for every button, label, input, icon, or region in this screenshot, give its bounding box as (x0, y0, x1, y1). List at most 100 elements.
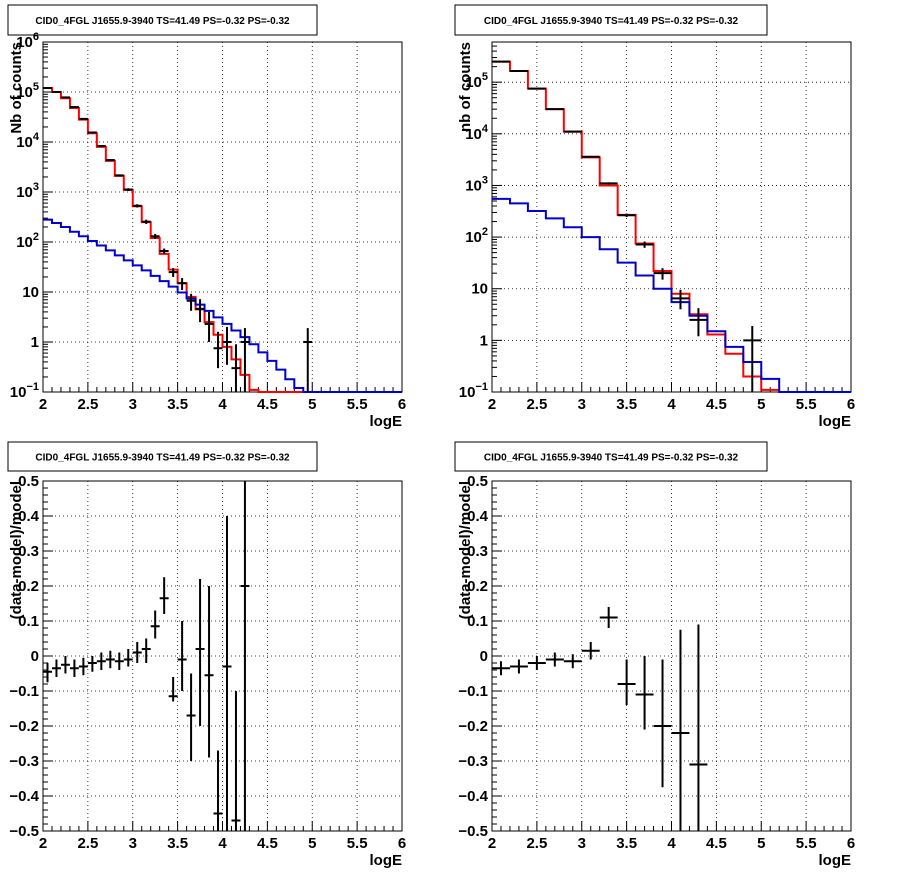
x-tick-label: 3 (578, 835, 586, 852)
y-tick-label: −0.3 (9, 753, 39, 770)
data-point (186, 293, 196, 311)
data-point (222, 516, 232, 831)
chart-panel-counts_left: CID0_4FGL J1655.9-3940 TS=41.49 PS=-0.32… (7, 4, 406, 430)
data-point (114, 174, 124, 177)
data-point (240, 481, 250, 831)
x-tick-label: 6 (847, 835, 855, 852)
data-point (168, 268, 178, 277)
data-point (492, 661, 510, 676)
y-axis-title: (data-model)/model (8, 481, 25, 619)
data-point (150, 233, 160, 239)
data-point (150, 610, 160, 639)
data-point (689, 308, 708, 337)
data-point (303, 328, 313, 392)
y-tick-label: −0.3 (458, 753, 488, 770)
chart-panel-residual_left: CID0_4FGL J1655.9-3940 TS=41.49 PS=-0.32… (7, 441, 406, 869)
y-tick-label: −0.4 (458, 788, 488, 805)
x-tick-label: 2.5 (77, 396, 98, 413)
y-tick-label: −0.1 (458, 683, 488, 700)
data-point (231, 344, 241, 392)
data-point (195, 579, 205, 726)
y-tick-label: −0.5 (9, 823, 39, 840)
x-tick-label: 5.5 (347, 835, 368, 852)
data-point (105, 159, 115, 162)
data-point (527, 656, 546, 670)
data-point (635, 241, 654, 248)
y-tick-label: −0.2 (458, 718, 488, 735)
data-point (141, 219, 151, 224)
x-tick-label: 2 (39, 835, 47, 852)
y-tick-label: 102 (465, 226, 488, 246)
data-point (43, 663, 52, 683)
y-tick-label: −0.5 (458, 823, 488, 840)
y-axis-title: (data-model)/model (457, 481, 474, 619)
data-point (87, 656, 97, 672)
y-tick-label: −0.4 (9, 788, 39, 805)
x-axis-title: logE (819, 852, 852, 869)
data-point (96, 652, 106, 670)
chart-title: CID0_4FGL J1655.9-3940 TS=41.49 PS=-0.32… (35, 453, 290, 464)
y-tick-label: −0.1 (9, 683, 39, 700)
y-tick-label: 0.3 (18, 543, 39, 560)
x-tick-label: 5.5 (796, 396, 817, 413)
chart-title-box (454, 4, 768, 36)
series-line-background (492, 197, 851, 393)
data-point (87, 131, 97, 134)
x-tick-label: 6 (847, 396, 855, 413)
data-point (159, 248, 169, 254)
y-tick-label: 10 (471, 281, 488, 298)
data-point (78, 117, 88, 120)
y-tick-label: 103 (465, 174, 488, 194)
data-point (617, 213, 636, 217)
x-tick-label: 3 (129, 396, 137, 413)
y-tick-label: 10−1 (459, 381, 488, 401)
x-tick-label: 5 (308, 396, 316, 413)
y-tick-label: 0.1 (467, 613, 488, 630)
x-tick-label: 5 (757, 396, 765, 413)
data-point (213, 750, 223, 831)
x-tick-label: 2 (488, 396, 496, 413)
y-tick-label: 0.4 (18, 508, 40, 525)
y-tick-label: 0.1 (18, 613, 39, 630)
data-point (186, 673, 196, 761)
data-point (671, 289, 690, 310)
y-axis-title: Nb of counts (8, 42, 25, 134)
x-tick-label: 4 (667, 835, 676, 852)
data-point (617, 659, 636, 705)
data-point (689, 624, 708, 831)
x-tick-label: 3.5 (616, 396, 637, 413)
data-point (599, 607, 618, 628)
y-tick-label: −0.2 (9, 718, 39, 735)
y-tick-label: 103 (16, 181, 39, 201)
x-tick-label: 5.5 (796, 835, 817, 852)
data-point (563, 654, 582, 669)
data-point (168, 677, 178, 702)
x-tick-label: 4.5 (706, 396, 727, 413)
y-tick-label: 105 (16, 81, 39, 101)
data-point (123, 188, 133, 191)
data-point (105, 650, 115, 669)
data-point (240, 328, 250, 392)
data-point (141, 638, 151, 663)
y-tick-label: 10 (22, 284, 39, 301)
x-tick-label: 2.5 (526, 835, 547, 852)
x-axis-title: logE (370, 413, 403, 430)
x-tick-label: 2 (39, 396, 47, 413)
data-point (635, 656, 654, 730)
x-axis-title: logE (819, 413, 852, 430)
chart-title: CID0_4FGL J1655.9-3940 TS=41.49 PS=-0.32… (35, 16, 290, 27)
y-tick-label: 105 (465, 71, 488, 91)
x-tick-label: 5 (757, 835, 765, 852)
data-point (195, 299, 205, 323)
x-tick-label: 4 (218, 396, 227, 413)
chart-title-box (7, 4, 318, 36)
data-point (60, 96, 70, 99)
x-tick-label: 3 (129, 835, 137, 852)
data-point (653, 268, 672, 280)
y-tick-label: 0.5 (467, 473, 488, 490)
x-tick-label: 2.5 (526, 396, 547, 413)
data-point (78, 657, 88, 676)
data-point (231, 691, 241, 831)
x-tick-label: 4 (667, 396, 676, 413)
